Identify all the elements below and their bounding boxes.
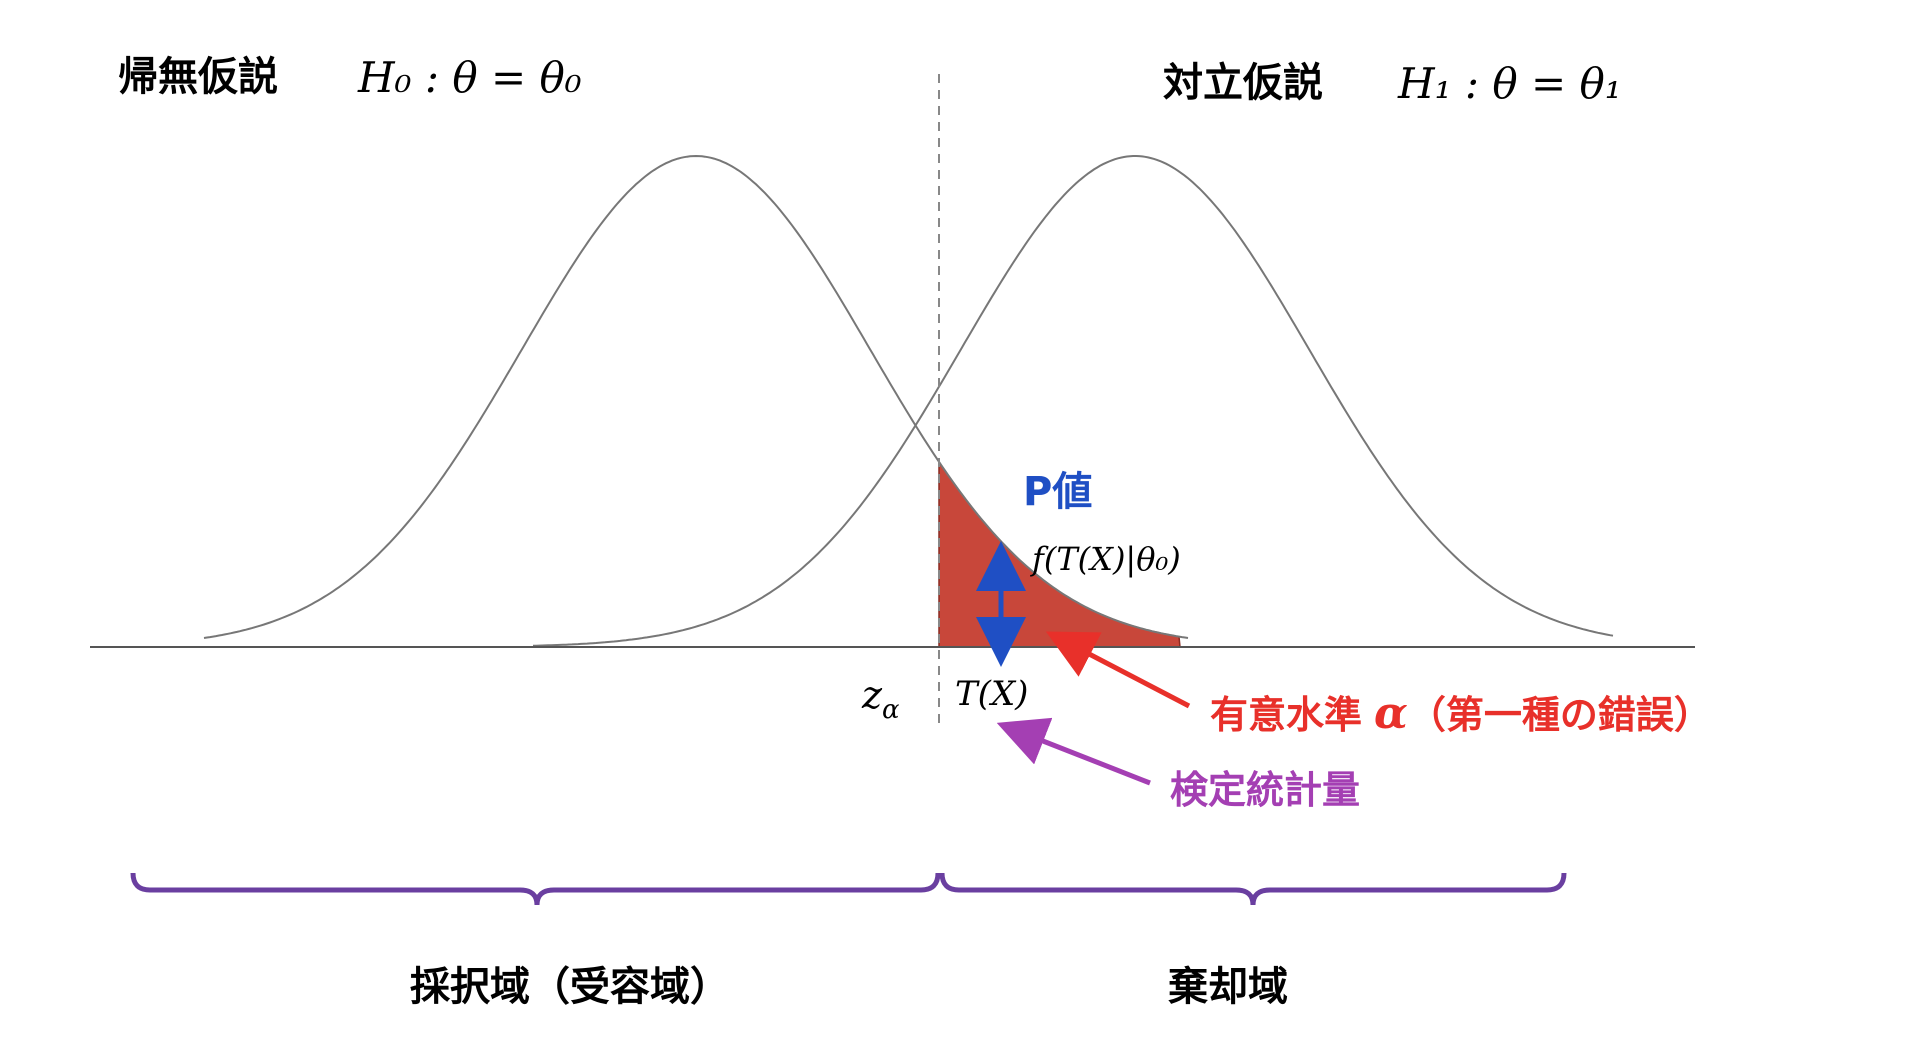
alt-label: 対立仮説 <box>1163 60 1323 106</box>
null-formula: H₀ : θ = θ₀ <box>357 53 582 102</box>
z-symbol: z <box>861 673 883 717</box>
statistic-symbol: T(X) <box>955 674 1028 714</box>
null-label: 帰無仮説 <box>118 54 278 100</box>
alpha-arrow <box>1045 631 1191 709</box>
alpha-label: 有意水準 <box>1210 693 1362 737</box>
acceptance-label: 採択域（受容域） <box>410 964 730 1010</box>
z-subscript: α <box>882 695 900 725</box>
rejection-label: 棄却域 <box>1168 964 1288 1010</box>
alpha-symbol: α <box>1374 688 1408 739</box>
alpha-text: 有意水準 α（第一種の錯誤） <box>1210 688 1712 739</box>
p-value-formula: f(T(X)|θ₀) <box>1030 540 1181 578</box>
statistic-label: 検定統計量 <box>1170 768 1360 812</box>
alt-curve <box>532 155 1614 647</box>
alt-formula: H₁ : θ = θ₁ <box>1397 59 1622 108</box>
z-alpha: zα <box>861 673 900 725</box>
alpha-note: （第一種の錯誤） <box>1408 693 1712 737</box>
curves <box>203 154 1614 648</box>
p-value-label: P値 <box>1023 469 1092 515</box>
statistic-arrow <box>996 717 1151 786</box>
acceptance-brace <box>130 872 941 906</box>
rejection-brace <box>939 872 1567 906</box>
